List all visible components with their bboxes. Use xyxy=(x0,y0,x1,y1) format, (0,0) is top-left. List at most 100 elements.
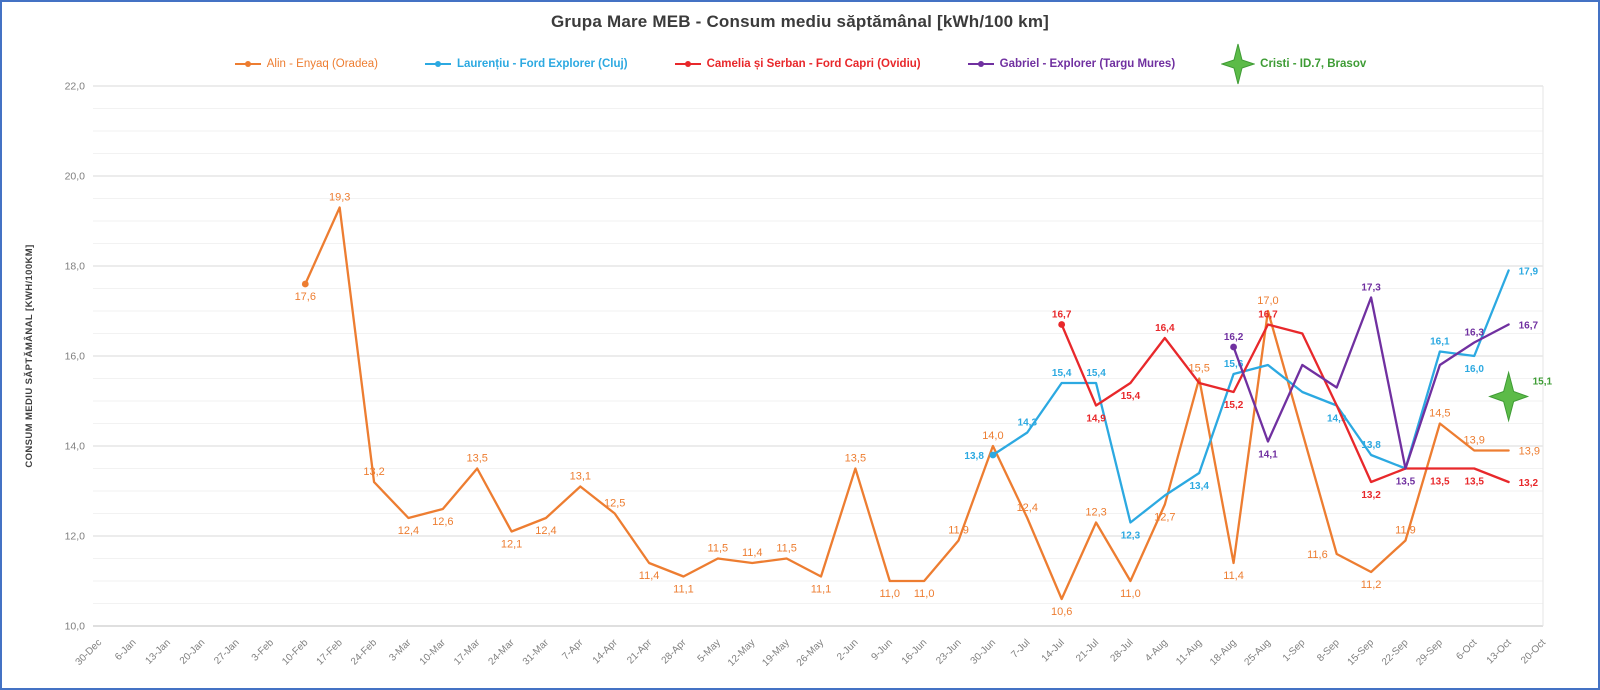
data-label: 11,0 xyxy=(879,588,900,600)
svg-text:3-Feb: 3-Feb xyxy=(250,637,277,664)
svg-text:2-Jun: 2-Jun xyxy=(835,637,860,662)
data-label: 14,0 xyxy=(982,430,1003,442)
data-label: 15,6 xyxy=(1224,359,1244,370)
gridlines xyxy=(93,85,1544,627)
data-label: 15,1 xyxy=(1533,377,1553,388)
svg-text:16,0: 16,0 xyxy=(65,351,86,363)
svg-text:21-Apr: 21-Apr xyxy=(625,637,654,666)
data-label: 12,5 xyxy=(604,498,625,510)
svg-text:30-Dec: 30-Dec xyxy=(74,637,105,668)
legend-item-2[interactable]: Camelia și Serban - Ford Capri (Ovidiu) xyxy=(674,58,921,70)
svg-text:10-Feb: 10-Feb xyxy=(280,637,310,667)
svg-text:8-Sep: 8-Sep xyxy=(1315,637,1342,664)
data-label: 11,0 xyxy=(914,588,935,600)
star-marker-icon xyxy=(1221,43,1256,85)
svg-text:15-Sep: 15-Sep xyxy=(1346,637,1377,668)
data-label: 14,9 xyxy=(1086,414,1106,425)
series-start-marker-icon xyxy=(1058,321,1066,328)
data-label: 13,8 xyxy=(964,451,984,462)
series-line xyxy=(991,269,1510,524)
legend-item-4[interactable]: Cristi - ID.7, Brasov xyxy=(1221,43,1366,85)
y-axis-tick-labels: 22,0 20,0 18,0 16,0 14,0 12,0 10,0 xyxy=(65,81,86,633)
legend-item-3[interactable]: Gabriel - Explorer (Targu Mures) xyxy=(967,58,1176,70)
data-label: 14,5 xyxy=(1429,408,1450,420)
svg-text:6-Oct: 6-Oct xyxy=(1454,637,1479,662)
svg-text:14,0: 14,0 xyxy=(65,441,86,453)
svg-text:18-Aug: 18-Aug xyxy=(1208,637,1239,668)
data-label: 12,4 xyxy=(398,525,419,537)
svg-text:11-Aug: 11-Aug xyxy=(1174,637,1204,667)
data-label: 12,3 xyxy=(1085,507,1106,519)
svg-text:6-Jan: 6-Jan xyxy=(113,637,138,662)
data-label: 13,9 xyxy=(1519,446,1540,458)
series-3: 16,2 14,1 17,3 13,5 16,3 16,7 xyxy=(1224,283,1539,488)
svg-text:28-Jul: 28-Jul xyxy=(1109,637,1136,664)
svg-text:27-Jan: 27-Jan xyxy=(212,637,241,666)
series-0: 17,6 19,3 13,2 12,4 12,6 13,5 12,1 12,4 13,1 12,5… xyxy=(295,192,1540,619)
data-label: 13,2 xyxy=(1519,478,1539,489)
data-label: 13,5 xyxy=(1430,477,1450,488)
data-label: 12,4 xyxy=(1017,502,1038,514)
data-label: 17,0 xyxy=(1257,295,1278,307)
svg-text:17-Feb: 17-Feb xyxy=(315,637,345,667)
svg-text:23-Jun: 23-Jun xyxy=(934,637,963,666)
data-label: 13,9 xyxy=(1464,435,1485,447)
data-label: 16,7 xyxy=(1052,310,1072,321)
data-label: 11,4 xyxy=(742,547,763,559)
svg-text:4-Aug: 4-Aug xyxy=(1143,637,1170,664)
data-label: 16,3 xyxy=(1465,328,1485,339)
data-label: 13,5 xyxy=(1396,477,1416,488)
svg-text:24-Mar: 24-Mar xyxy=(487,637,518,668)
legend-item-0[interactable]: Alin - Enyaq (Oradea) xyxy=(234,58,378,70)
svg-text:18,0: 18,0 xyxy=(65,261,86,273)
series-1: 13,8 14,3 15,4 15,4 12,3 13,4 15,6 14,9 13,8 16,1… xyxy=(964,267,1538,542)
data-label: 15,4 xyxy=(1121,391,1141,402)
svg-text:9-Jun: 9-Jun xyxy=(869,637,894,662)
svg-text:3-Mar: 3-Mar xyxy=(387,637,414,664)
data-label: 11,1 xyxy=(811,584,832,596)
svg-text:14-Apr: 14-Apr xyxy=(591,637,620,666)
data-label: 19,3 xyxy=(329,192,350,204)
legend-item-label: Laurențiu - Ford Explorer (Cluj) xyxy=(456,58,628,70)
series-4: 15,1 xyxy=(1488,370,1553,423)
svg-text:13-Jan: 13-Jan xyxy=(143,637,172,666)
svg-text:21-Jul: 21-Jul xyxy=(1074,637,1101,664)
legend: Alin - Enyaq (Oradea) Laurențiu - Ford E… xyxy=(2,43,1598,85)
data-label: 13,5 xyxy=(466,453,487,465)
legend-item-label: Camelia și Serban - Ford Capri (Ovidiu) xyxy=(706,58,921,70)
data-label: 11,5 xyxy=(776,543,797,555)
svg-text:19-May: 19-May xyxy=(760,637,791,668)
data-label: 11,9 xyxy=(948,525,969,537)
data-label: 13,2 xyxy=(363,466,384,478)
series-start-marker-icon xyxy=(1230,343,1237,351)
data-label: 16,4 xyxy=(1155,323,1175,334)
svg-text:13-Oct: 13-Oct xyxy=(1485,637,1514,666)
data-label: 12,6 xyxy=(432,516,453,528)
svg-text:29-Sep: 29-Sep xyxy=(1414,637,1445,668)
data-label: 16,7 xyxy=(1519,321,1539,332)
data-label: 13,4 xyxy=(1189,481,1209,492)
svg-text:25-Aug: 25-Aug xyxy=(1242,637,1273,668)
svg-text:31-Mar: 31-Mar xyxy=(521,637,552,668)
svg-text:12,0: 12,0 xyxy=(65,531,86,543)
data-label: 14,3 xyxy=(1018,418,1038,429)
data-label: 13,5 xyxy=(845,453,866,465)
data-label: 11,1 xyxy=(673,584,694,596)
data-label: 17,3 xyxy=(1361,283,1381,294)
series-line xyxy=(1060,323,1510,484)
star-marker-icon xyxy=(1488,370,1530,423)
data-label: 11,2 xyxy=(1361,579,1382,591)
svg-text:28-Apr: 28-Apr xyxy=(660,637,689,666)
data-label: 11,5 xyxy=(708,543,729,555)
data-label: 12,1 xyxy=(501,539,522,551)
data-label: 13,5 xyxy=(1465,477,1485,488)
data-label: 16,1 xyxy=(1430,337,1450,348)
legend-item-1[interactable]: Laurențiu - Ford Explorer (Cluj) xyxy=(424,58,628,70)
data-label: 17,6 xyxy=(295,291,316,303)
series-line xyxy=(304,206,1510,601)
data-label: 16,0 xyxy=(1465,364,1485,375)
svg-text:7-Jul: 7-Jul xyxy=(1009,637,1032,660)
svg-text:26-May: 26-May xyxy=(795,637,826,668)
legend-item-label: Gabriel - Explorer (Targu Mures) xyxy=(999,58,1176,70)
